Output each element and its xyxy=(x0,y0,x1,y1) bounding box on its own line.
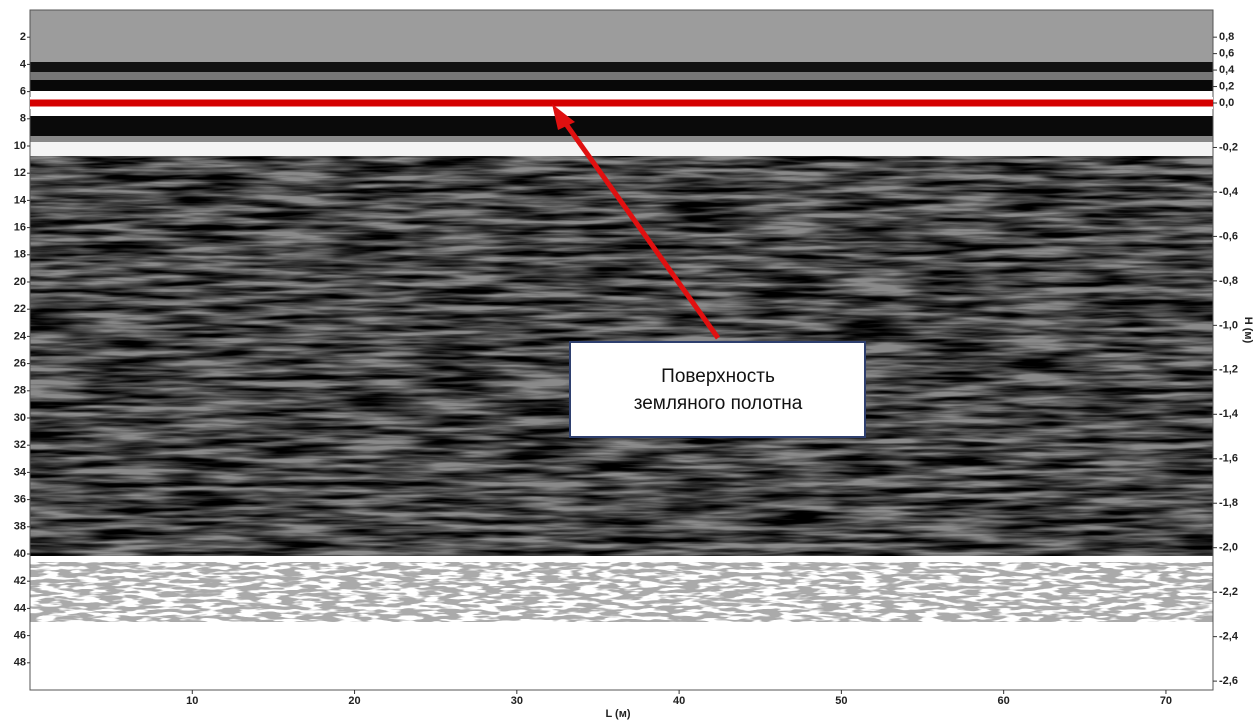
y-tick-label: 6 xyxy=(20,86,26,98)
y-tick-label: 2 xyxy=(20,31,26,43)
y2-tick-label: 0,8 xyxy=(1219,31,1234,43)
x-tick-label: 30 xyxy=(511,695,523,707)
y2-axis-label: H (м) xyxy=(1242,317,1254,344)
y2-tick-label: -1,8 xyxy=(1219,497,1238,509)
y2-tick-label: -1,2 xyxy=(1219,364,1238,376)
y2-tick-label: -2,4 xyxy=(1219,631,1239,643)
y2-tick-label: 0,6 xyxy=(1219,48,1234,60)
y2-tick-label: -2,6 xyxy=(1219,675,1238,687)
y-tick-label: 46 xyxy=(14,630,26,642)
y-tick-label: 12 xyxy=(14,167,26,179)
x-tick-label: 50 xyxy=(835,695,847,707)
y2-tick-label: -1,0 xyxy=(1219,319,1238,331)
y2-tick-label: 0,4 xyxy=(1219,64,1235,76)
annotation-box xyxy=(569,341,866,438)
y2-tick-label: -0,4 xyxy=(1219,186,1239,198)
annotation-text: земляного полотна xyxy=(634,393,803,414)
y-tick-label: 26 xyxy=(14,358,26,370)
y-tick-label: 32 xyxy=(14,439,26,451)
y2-tick-label: -0,6 xyxy=(1219,230,1238,242)
y-tick-label: 28 xyxy=(14,385,26,397)
y-tick-label: 40 xyxy=(14,548,26,560)
x-tick-label: 20 xyxy=(348,695,360,707)
y-tick-label: 18 xyxy=(14,249,26,261)
y-tick-label: 14 xyxy=(14,194,27,206)
y-tick-label: 20 xyxy=(14,276,26,288)
y2-tick-label: -0,8 xyxy=(1219,275,1238,287)
y2-tick-label: -2,0 xyxy=(1219,542,1238,554)
annotation-text: Поверхность xyxy=(661,366,775,387)
y-tick-label: 8 xyxy=(20,113,26,125)
y-tick-label: 22 xyxy=(14,303,26,315)
y-tick-label: 44 xyxy=(14,602,27,614)
y-tick-label: 4 xyxy=(20,58,27,70)
y-tick-label: 24 xyxy=(14,330,27,342)
y2-tick-label: 0,0 xyxy=(1219,97,1234,109)
y-tick-label: 48 xyxy=(14,657,26,669)
y-tick-label: 34 xyxy=(14,466,27,478)
y2-tick-label: -1,4 xyxy=(1219,408,1239,420)
y-tick-label: 10 xyxy=(14,140,26,152)
y2-tick-label: -0,2 xyxy=(1219,141,1238,153)
annotation-arrowhead xyxy=(552,104,575,130)
x-tick-label: 40 xyxy=(673,695,685,707)
x-tick-label: 60 xyxy=(998,695,1010,707)
y-tick-label: 38 xyxy=(14,521,26,533)
y2-tick-label: 0,2 xyxy=(1219,80,1234,92)
x-tick-label: 10 xyxy=(186,695,198,707)
y-tick-label: 30 xyxy=(14,412,26,424)
y-tick-label: 36 xyxy=(14,494,26,506)
y2-tick-label: -2,2 xyxy=(1219,586,1238,598)
y-tick-label: 42 xyxy=(14,575,26,587)
x-tick-label: 70 xyxy=(1160,695,1172,707)
annotation-arrow xyxy=(563,122,721,340)
x-axis-label: L (м) xyxy=(605,708,630,720)
y2-tick-label: -1,6 xyxy=(1219,453,1238,465)
y-tick-label: 16 xyxy=(14,222,26,234)
